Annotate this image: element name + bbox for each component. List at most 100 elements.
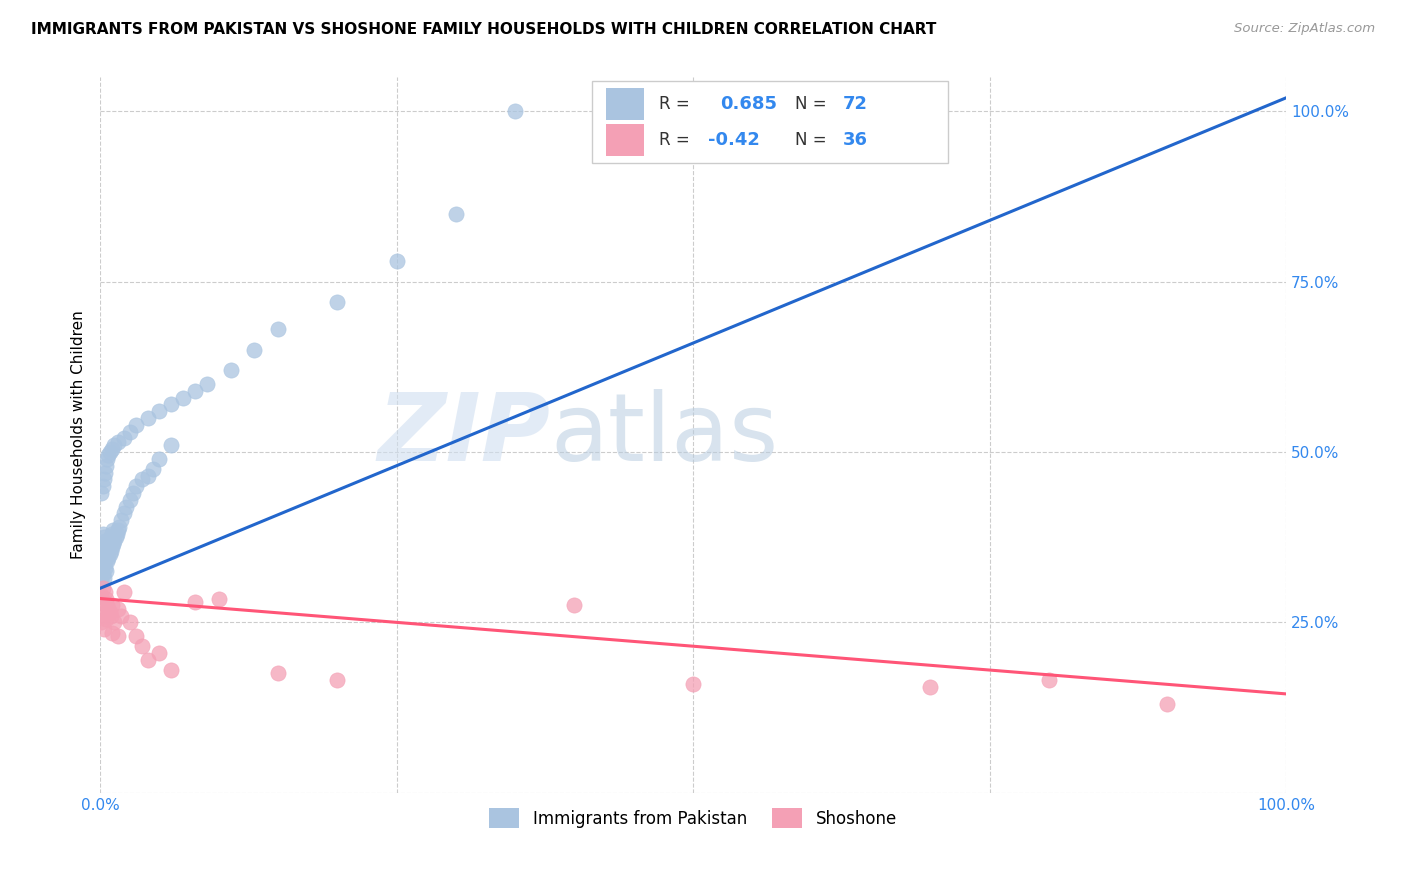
Point <box>93 544 115 558</box>
Text: 72: 72 <box>842 95 868 113</box>
Point <box>1156 697 1178 711</box>
Point <box>101 526 124 541</box>
Point <box>93 472 115 486</box>
Point <box>94 584 117 599</box>
Point <box>98 547 121 561</box>
Point <box>91 479 114 493</box>
Point <box>107 629 129 643</box>
Point <box>219 363 242 377</box>
Point <box>172 391 194 405</box>
Point <box>94 561 117 575</box>
Point <box>160 397 183 411</box>
Point <box>96 541 118 555</box>
Point <box>131 472 153 486</box>
Point <box>1038 673 1060 688</box>
Point <box>98 605 121 619</box>
Point <box>107 601 129 615</box>
Text: Source: ZipAtlas.com: Source: ZipAtlas.com <box>1234 22 1375 36</box>
Text: R =: R = <box>658 131 695 149</box>
Point <box>91 541 114 555</box>
Point <box>243 343 266 357</box>
Point <box>148 451 170 466</box>
Point <box>97 449 120 463</box>
Point <box>125 629 148 643</box>
Point <box>90 561 112 575</box>
Point <box>98 533 121 548</box>
Point <box>94 547 117 561</box>
Legend: Immigrants from Pakistan, Shoshone: Immigrants from Pakistan, Shoshone <box>482 802 903 834</box>
Point <box>103 615 125 630</box>
Point <box>108 520 131 534</box>
Point <box>385 254 408 268</box>
Point <box>93 571 115 585</box>
Point <box>97 550 120 565</box>
Point <box>94 533 117 548</box>
Text: 0.685: 0.685 <box>720 95 778 113</box>
Point <box>94 537 117 551</box>
Point <box>97 601 120 615</box>
Point <box>122 486 145 500</box>
Point <box>94 466 117 480</box>
Point <box>148 646 170 660</box>
Point <box>103 533 125 548</box>
Point <box>920 680 942 694</box>
Point <box>267 666 290 681</box>
Point <box>94 550 117 565</box>
Point <box>118 492 141 507</box>
Point <box>93 530 115 544</box>
Text: 36: 36 <box>842 131 868 149</box>
Point <box>101 625 124 640</box>
Point <box>93 622 115 636</box>
Point <box>326 673 349 688</box>
Bar <box>592 81 948 163</box>
Point <box>131 639 153 653</box>
Point <box>96 554 118 568</box>
Point <box>184 384 207 398</box>
Text: atlas: atlas <box>551 389 779 481</box>
Point <box>91 582 114 596</box>
Text: R =: R = <box>658 95 700 113</box>
Point <box>96 451 118 466</box>
Point <box>503 104 526 119</box>
Point <box>112 432 135 446</box>
Point <box>160 663 183 677</box>
Point <box>94 458 117 473</box>
Point <box>118 615 141 630</box>
Point <box>105 526 128 541</box>
Bar <box>606 124 644 156</box>
Point <box>93 595 115 609</box>
Point <box>326 295 349 310</box>
Point <box>118 425 141 439</box>
Point <box>142 462 165 476</box>
Point <box>94 564 117 578</box>
Point <box>90 486 112 500</box>
Text: ZIP: ZIP <box>378 389 551 481</box>
Point <box>682 676 704 690</box>
Point <box>94 612 117 626</box>
Point <box>91 567 114 582</box>
Point <box>101 599 124 613</box>
Point <box>91 526 114 541</box>
Point <box>104 530 127 544</box>
Point <box>125 479 148 493</box>
Point <box>96 599 118 613</box>
Point <box>115 500 138 514</box>
Point <box>136 653 159 667</box>
Point <box>91 608 114 623</box>
Point <box>107 434 129 449</box>
Point <box>267 322 290 336</box>
Point <box>93 558 115 572</box>
Point <box>208 591 231 606</box>
Point <box>160 438 183 452</box>
Point <box>101 537 124 551</box>
Point <box>107 524 129 538</box>
Text: N =: N = <box>794 95 832 113</box>
Point <box>101 442 124 456</box>
Point <box>101 524 124 538</box>
Point <box>112 584 135 599</box>
Point <box>91 554 114 568</box>
Point <box>136 411 159 425</box>
Point <box>97 537 120 551</box>
Point <box>90 574 112 589</box>
Point <box>90 615 112 630</box>
